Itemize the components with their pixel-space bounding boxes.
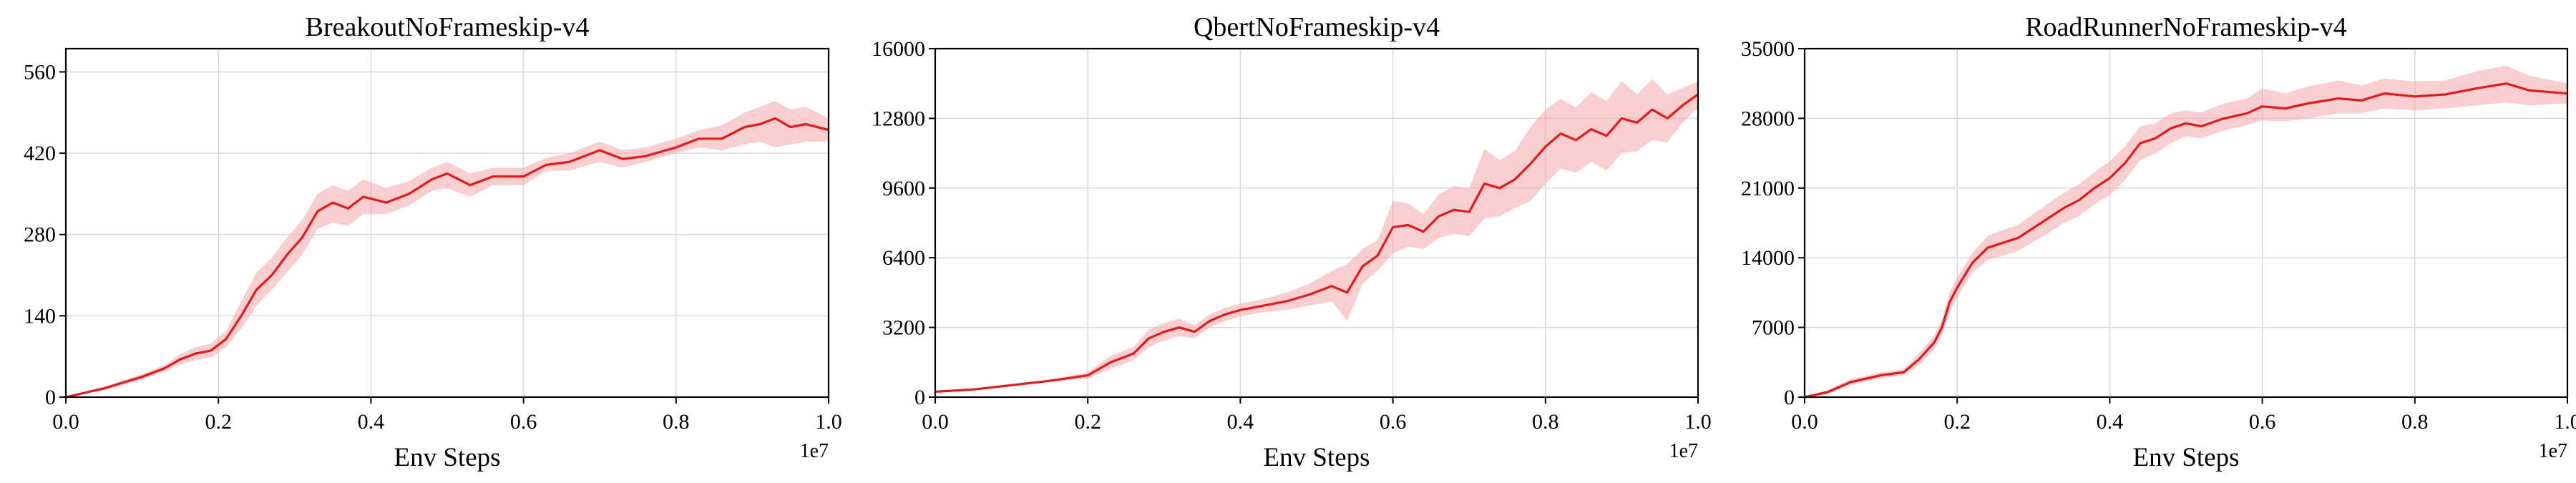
x-tick-label: 0.6	[2249, 410, 2276, 434]
chart-title: BreakoutNoFrameskip-v4	[306, 12, 590, 42]
chart-title: QbertNoFrameskip-v4	[1194, 12, 1440, 42]
y-tick-label: 9600	[882, 177, 925, 200]
x-tick-label: 0.4	[358, 410, 385, 434]
x-tick-label: 0.8	[2401, 410, 2429, 434]
x-axis-label: Env Steps	[1263, 443, 1370, 472]
x-axis-label: Env Steps	[394, 443, 500, 472]
confidence-band	[935, 79, 1698, 393]
y-tick-label: 0	[914, 386, 925, 409]
x-axis-label: Env Steps	[2132, 443, 2239, 472]
x-tick-label: 0.2	[1074, 410, 1101, 434]
x-tick-label: 0.0	[922, 410, 949, 434]
y-tick-label: 140	[24, 304, 56, 328]
chart-title: RoadRunnerNoFrameskip-v4	[2025, 12, 2347, 42]
y-tick-label: 7000	[1752, 316, 1795, 340]
x-tick-label: 0.0	[52, 410, 79, 434]
plot-frame	[1803, 47, 2569, 399]
series-line	[1804, 82, 2568, 399]
y-tick-label: 3200	[882, 316, 925, 340]
x-offset-label: 1e7	[800, 440, 829, 462]
x-offset-label: 1e7	[2539, 440, 2567, 462]
x-tick-label: 0.0	[1791, 410, 1818, 434]
x-tick-label: 1.0	[815, 410, 842, 434]
x-tick-label: 0.4	[1227, 410, 1254, 434]
chart-panel-3: RoadRunnerNoFrameskip-v4 0.0 0.2 0.4 0.6 0.8 1…	[1741, 12, 2576, 472]
chart-panel-1: BreakoutNoFrameskip-v4 0.0 0.2 0.4 0.6 0.8 1.0…	[24, 12, 842, 472]
x-tick-label: 1.0	[1684, 410, 1712, 434]
confidence-band	[66, 101, 829, 397]
confidence-band	[1805, 65, 2567, 397]
y-tick-label: 21000	[1741, 177, 1795, 200]
y-tick-label: 16000	[872, 37, 925, 61]
chart-panel-2: QbertNoFrameskip-v4 0.0 0.2 0.4 0.6 0.8 1.0 0 32…	[872, 12, 1712, 472]
y-tick-label: 0	[1784, 386, 1795, 409]
plot-frame	[934, 47, 1699, 399]
y-tick-label: 0	[45, 386, 56, 409]
y-tick-label: 420	[24, 142, 56, 165]
y-tick-label: 12800	[872, 107, 925, 130]
x-tick-label: 0.2	[205, 410, 232, 434]
x-tick-label: 0.8	[1532, 410, 1559, 434]
x-tick-label: 0.8	[663, 410, 690, 434]
x-tick-label: 0.6	[1380, 410, 1407, 434]
y-tick-label: 560	[24, 60, 56, 84]
y-tick-label: 28000	[1741, 107, 1795, 130]
x-tick-label: 0.6	[510, 410, 537, 434]
x-offset-label: 1e7	[1669, 440, 1698, 462]
plot-frame	[64, 47, 830, 399]
y-tick-label: 14000	[1741, 246, 1795, 270]
series-line	[935, 93, 1699, 393]
series-line	[65, 117, 829, 399]
x-tick-label: 0.2	[1943, 410, 1971, 434]
y-tick-label: 35000	[1741, 37, 1795, 61]
x-tick-label: 1.0	[2554, 410, 2576, 434]
x-tick-label: 0.4	[2097, 410, 2124, 434]
y-tick-label: 6400	[882, 246, 925, 270]
y-tick-label: 280	[24, 223, 56, 247]
